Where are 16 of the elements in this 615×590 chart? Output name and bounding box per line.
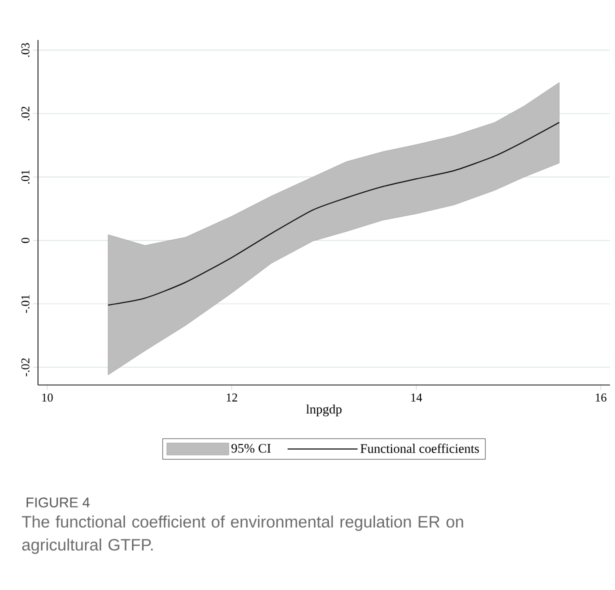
text: Functional coefficients: [360, 444, 479, 453]
line-series: [108, 122, 560, 306]
x-tick-label: 12: [226, 394, 238, 402]
y-tick-label: .03: [21, 43, 30, 57]
y-tick-label: 0: [21, 238, 30, 243]
y-tick-label: -.02: [21, 358, 30, 376]
y-tick-label: .01: [21, 170, 30, 184]
y-tick-label: .02: [21, 106, 30, 120]
x-axis-title: lnpgdp: [306, 404, 342, 416]
y-tick-label: -.01: [21, 295, 30, 313]
text: The functional coefficient of environmental regulation ER on agricultural GTFP.: [22, 516, 464, 554]
text: 95% CI: [231, 444, 271, 453]
x-tick-label: 10: [42, 394, 53, 402]
x-tick-label: 14: [411, 394, 422, 402]
caption: FIGURE 4: [26, 498, 90, 508]
x-tick-label: 16: [596, 394, 606, 402]
